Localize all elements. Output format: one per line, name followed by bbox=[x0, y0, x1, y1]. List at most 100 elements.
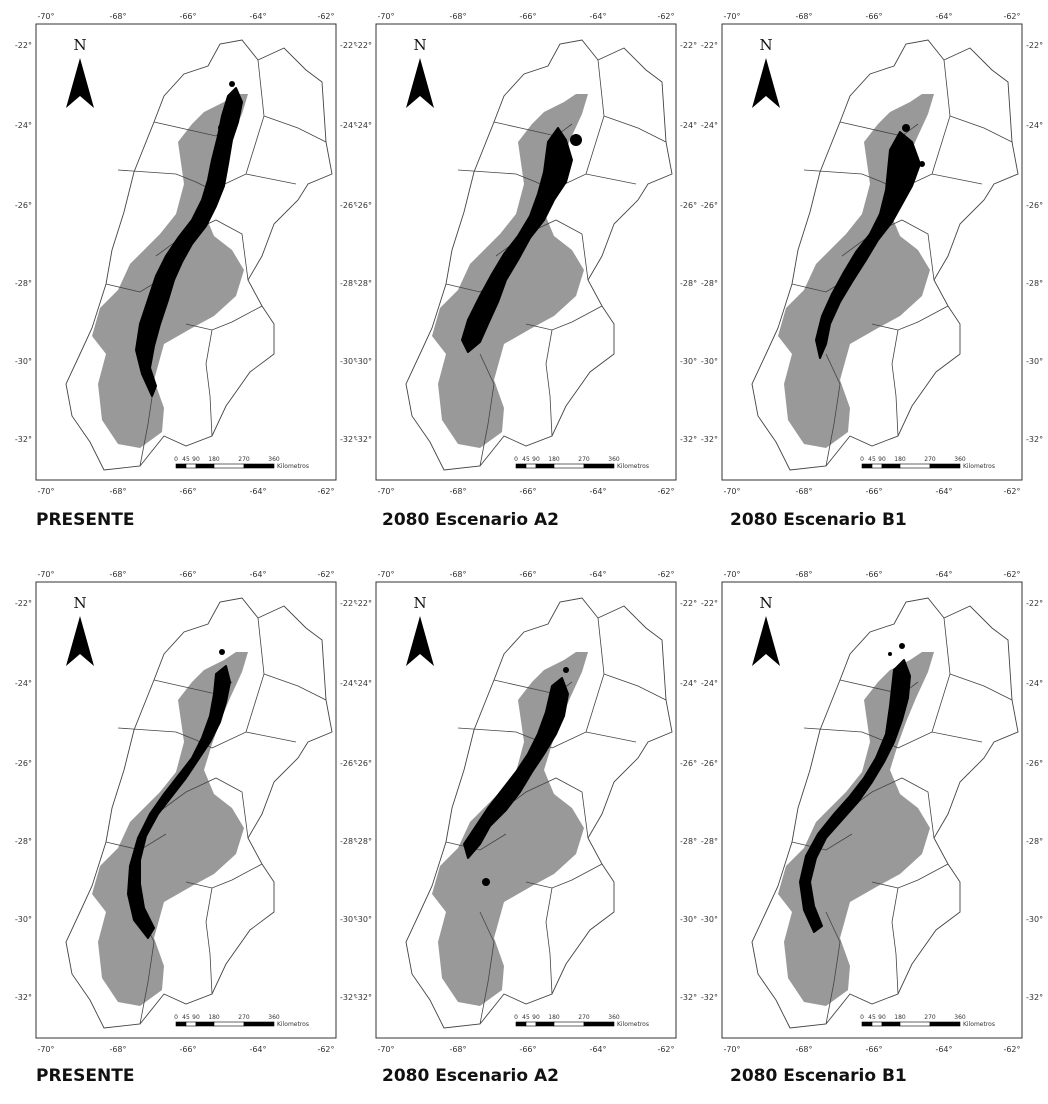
scale-bar-unit: Kilometros bbox=[277, 1021, 309, 1028]
scale-bar-segment bbox=[175, 1021, 187, 1027]
longitude-tick-label: -66° bbox=[865, 1045, 882, 1054]
province-boundary bbox=[525, 863, 603, 889]
scale-bar-segment bbox=[871, 463, 883, 469]
scale-bar-label: 45 bbox=[182, 1014, 190, 1021]
longitude-tick-label: -68° bbox=[795, 570, 812, 579]
longitude-tick-label: -68° bbox=[449, 570, 466, 579]
longitude-tick-label: -62° bbox=[317, 570, 334, 579]
latitude-tick-label: -24° bbox=[355, 679, 372, 688]
province-boundary bbox=[495, 777, 589, 839]
latitude-tick-label: -32° bbox=[701, 993, 718, 1002]
latitude-tick-label: -22° bbox=[355, 41, 372, 50]
latitude-tick-label: -24° bbox=[15, 121, 32, 130]
north-arrow-icon bbox=[406, 58, 434, 108]
north-label: N bbox=[413, 36, 426, 54]
longitude-tick-label: -68° bbox=[795, 487, 812, 496]
province-boundary bbox=[871, 863, 949, 889]
scale-bar-label: 45 bbox=[522, 1014, 530, 1021]
longitude-tick-label: -62° bbox=[317, 12, 334, 21]
latitude-tick-label: -26° bbox=[340, 201, 357, 210]
latitude-tick-label: -28° bbox=[680, 279, 697, 288]
longitude-tick-label: -62° bbox=[317, 487, 334, 496]
scale-bar-unit: Kilometros bbox=[617, 1021, 649, 1028]
province-boundary bbox=[263, 115, 327, 143]
latitude-tick-label: -28° bbox=[355, 279, 372, 288]
province-boundary bbox=[841, 777, 935, 839]
province-boundary bbox=[825, 911, 841, 1025]
latitude-tick-label: -30° bbox=[680, 357, 697, 366]
longitude-tick-label: -70° bbox=[37, 12, 54, 21]
suitable-area bbox=[127, 665, 231, 939]
longitude-tick-label: -62° bbox=[1003, 1045, 1020, 1054]
longitude-tick-label: -66° bbox=[519, 1045, 536, 1054]
scale-bar-segment bbox=[553, 1021, 585, 1027]
latitude-tick-label: -32° bbox=[1026, 993, 1043, 1002]
scale-bar-segment bbox=[525, 463, 537, 469]
longitude-tick-label: -62° bbox=[657, 570, 674, 579]
distribution-map: N -70° -68° -66° -64° -62° -70° -68° -66° -64° -62… bbox=[15, 570, 357, 1054]
scale-bar-segment bbox=[515, 463, 527, 469]
latitude-tick-label: -30° bbox=[701, 357, 718, 366]
latitude-tick-label: -22° bbox=[340, 599, 357, 608]
suitable-area bbox=[135, 87, 243, 397]
longitude-tick-label: -68° bbox=[109, 12, 126, 21]
north-arrow-icon bbox=[66, 616, 94, 666]
longitude-tick-label: -70° bbox=[377, 12, 394, 21]
latitude-tick-label: -32° bbox=[680, 993, 697, 1002]
suitable-area-patch bbox=[219, 649, 225, 655]
province-boundary bbox=[603, 673, 667, 701]
latitude-tick-label: -28° bbox=[15, 279, 32, 288]
latitude-tick-label: -24° bbox=[1026, 679, 1043, 688]
latitude-tick-label: -26° bbox=[340, 759, 357, 768]
latitude-tick-label: -26° bbox=[680, 759, 697, 768]
map-caption: 2080 Escenario A2 bbox=[382, 510, 559, 530]
province-boundary bbox=[117, 169, 213, 191]
longitude-tick-label: -62° bbox=[657, 487, 674, 496]
latitude-tick-label: -32° bbox=[355, 993, 372, 1002]
scale-bar-label: 180 bbox=[894, 1014, 906, 1021]
longitude-tick-label: -66° bbox=[865, 570, 882, 579]
longitude-tick-label: -66° bbox=[179, 1045, 196, 1054]
scale-bar-segment bbox=[929, 463, 961, 469]
suitable-area-patch bbox=[218, 124, 226, 132]
suitable-area bbox=[463, 677, 569, 859]
latitude-tick-label: -22° bbox=[15, 599, 32, 608]
latitude-tick-label: -30° bbox=[355, 915, 372, 924]
scale-bar-unit: Kilometros bbox=[963, 463, 995, 470]
longitude-tick-label: -70° bbox=[723, 570, 740, 579]
scale-bar-label: 360 bbox=[608, 456, 620, 463]
north-label: N bbox=[73, 594, 86, 612]
scale-bar-segment bbox=[929, 1021, 961, 1027]
latitude-tick-label: -22° bbox=[15, 41, 32, 50]
longitude-tick-label: -62° bbox=[1003, 12, 1020, 21]
longitude-tick-label: -70° bbox=[37, 570, 54, 579]
map-caption: 2080 Escenario B1 bbox=[730, 1066, 907, 1086]
map-panel: N -70° -68° -66° -64° -62° -70° -68° -66° -64° -62… bbox=[701, 12, 1043, 496]
province-boundary bbox=[949, 115, 1013, 143]
latitude-tick-label: -28° bbox=[1026, 279, 1043, 288]
latitude-tick-label: -32° bbox=[680, 435, 697, 444]
latitude-tick-label: -22° bbox=[680, 599, 697, 608]
scale-bar-segment bbox=[861, 1021, 873, 1027]
scale-bar-label: 45 bbox=[182, 456, 190, 463]
latitude-tick-label: -24° bbox=[680, 679, 697, 688]
scale-bar-unit: Kilometros bbox=[963, 1021, 995, 1028]
scale-bar-label: 0 bbox=[174, 456, 178, 463]
latitude-tick-label: -26° bbox=[1026, 201, 1043, 210]
latitude-tick-label: -32° bbox=[701, 435, 718, 444]
longitude-tick-label: -62° bbox=[1003, 487, 1020, 496]
longitude-tick-label: -70° bbox=[377, 1045, 394, 1054]
longitude-tick-label: -70° bbox=[723, 487, 740, 496]
province-boundary bbox=[841, 219, 935, 281]
scale-bar-label: 90 bbox=[532, 456, 540, 463]
province-boundary bbox=[211, 731, 297, 749]
longitude-tick-label: -66° bbox=[865, 487, 882, 496]
scale-bar-label: 90 bbox=[878, 456, 886, 463]
latitude-tick-label: -30° bbox=[340, 357, 357, 366]
suitable-area bbox=[815, 131, 921, 359]
longitude-tick-label: -66° bbox=[179, 12, 196, 21]
scale-bar-label: 360 bbox=[268, 456, 280, 463]
longitude-tick-label: -66° bbox=[519, 570, 536, 579]
latitude-tick-label: -30° bbox=[15, 915, 32, 924]
province-boundary bbox=[445, 833, 507, 851]
